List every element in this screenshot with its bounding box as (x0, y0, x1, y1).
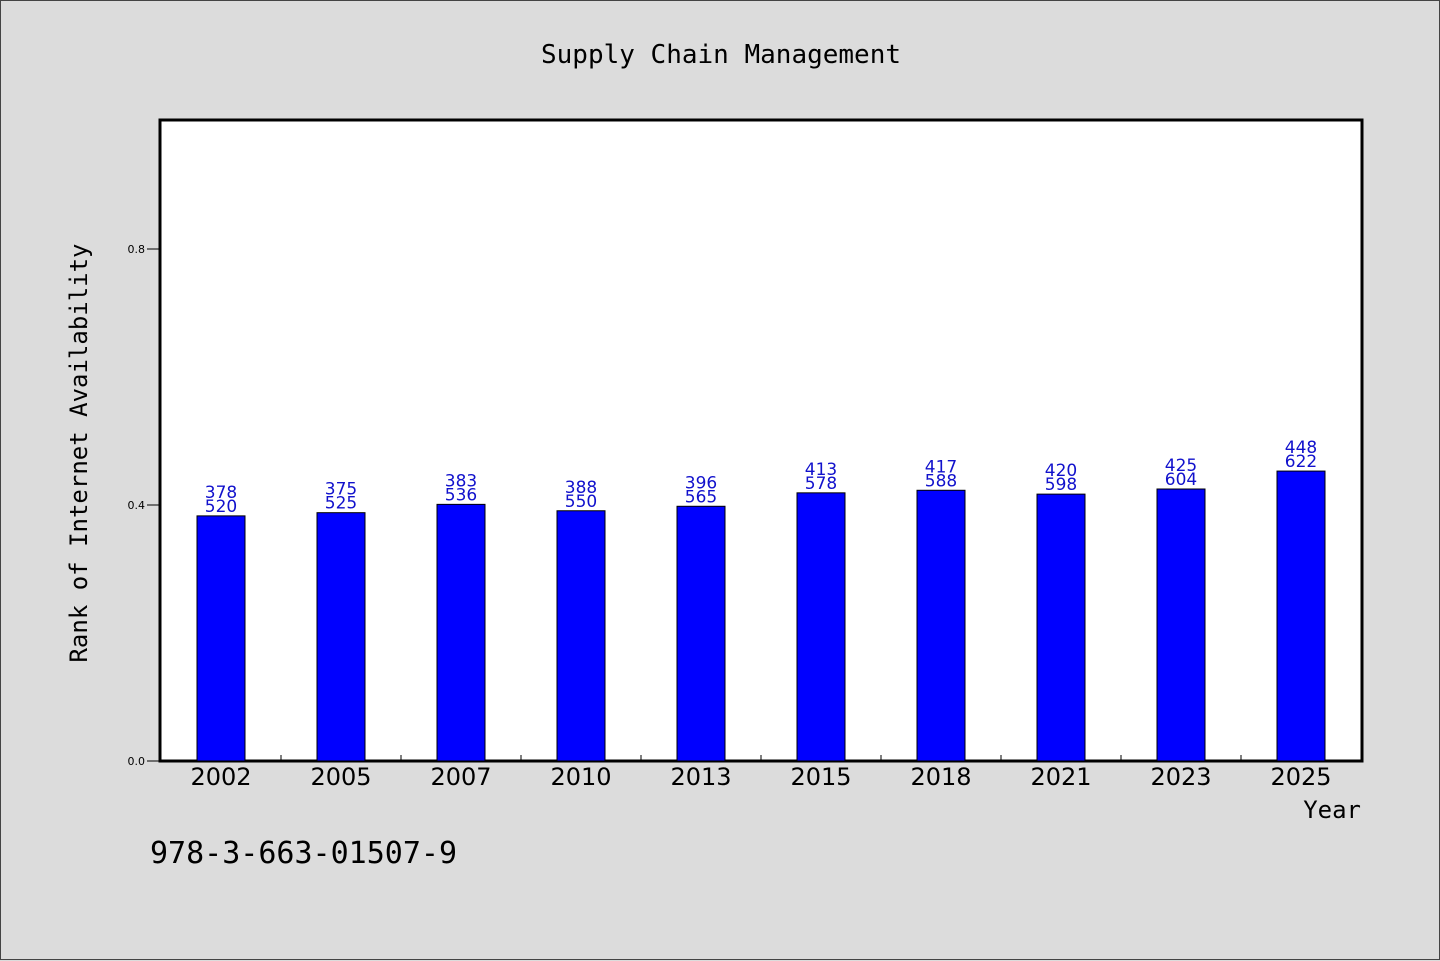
data-label-top-2010: 388 (565, 478, 597, 498)
data-label-top-2002: 378 (205, 483, 237, 503)
x-tick-label-2023: 2023 (1150, 763, 1211, 791)
bar-2013 (676, 505, 726, 762)
data-label-bottom-2002: 520 (205, 497, 237, 517)
bar-2005 (316, 512, 366, 762)
data-label-bottom-2015: 578 (805, 474, 837, 494)
data-label-bottom-2021: 598 (1045, 475, 1077, 495)
data-label-bottom-2025: 622 (1285, 452, 1317, 472)
x-tick-label-2015: 2015 (790, 763, 851, 791)
x-tick-label-2010: 2010 (550, 763, 611, 791)
y-ticks-group: 0.0 0.4 0.8 (128, 243, 161, 768)
bar-2015 (796, 492, 846, 762)
data-label-bottom-2013: 565 (685, 487, 717, 507)
data-label-top-2005: 375 (325, 480, 357, 500)
bar-2010 (556, 510, 606, 762)
data-label-bottom-2007: 536 (445, 485, 477, 505)
bar-2002 (196, 515, 246, 762)
y-tick-label-0.0: 0.0 (128, 755, 146, 768)
y-tick-label-0.4: 0.4 (128, 499, 146, 512)
bar-2025 (1276, 470, 1326, 762)
bar-2018 (916, 489, 966, 762)
data-label-top-2025: 448 (1285, 438, 1317, 458)
x-ticks-group: 2002 2005 2007 2010 2013 2015 2018 2021 2023 2025 (190, 755, 1332, 791)
data-label-bottom-2018: 588 (925, 471, 957, 491)
y-axis-label: Rank of Internet Availability (65, 243, 93, 662)
data-label-top-2021: 420 (1045, 461, 1077, 481)
x-tick-label-2013: 2013 (670, 763, 731, 791)
bar-2023 (1156, 488, 1206, 762)
data-label-top-2013: 396 (685, 473, 717, 493)
data-label-top-2023: 425 (1165, 456, 1197, 476)
data-label-bottom-2023: 604 (1165, 470, 1197, 490)
x-tick-label-2002: 2002 (190, 763, 251, 791)
y-tick-label-0.8: 0.8 (128, 243, 146, 256)
x-tick-label-2007: 2007 (430, 763, 491, 791)
data-label-top-2015: 413 (805, 460, 837, 480)
x-tick-label-2018: 2018 (910, 763, 971, 791)
x-tick-label-2005: 2005 (310, 763, 371, 791)
data-label-top-2018: 417 (925, 457, 957, 477)
x-tick-label-2025: 2025 (1270, 763, 1331, 791)
x-tick-label-2021: 2021 (1030, 763, 1091, 791)
x-axis-label: Year (1303, 796, 1361, 824)
chart-title: Supply Chain Management (541, 40, 901, 70)
data-label-bottom-2010: 550 (565, 492, 597, 512)
data-label-bottom-2005: 525 (325, 494, 357, 514)
footer-code: 978-3-663-01507-9 (150, 836, 457, 871)
bar-2007 (436, 503, 486, 762)
bar-2021 (1036, 493, 1086, 762)
data-label-top-2007: 383 (445, 471, 477, 491)
bars-group (196, 470, 1326, 762)
